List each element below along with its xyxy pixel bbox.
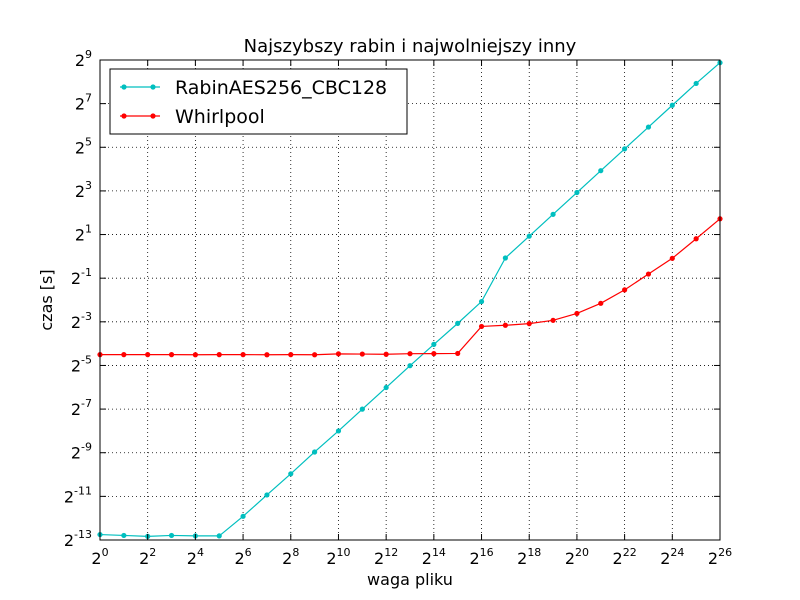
data-point [407, 363, 413, 369]
y-tick-label: 2-3 [71, 310, 92, 332]
x-tick-label: 210 [326, 546, 350, 568]
data-point [240, 352, 246, 358]
y-tick-label: 23 [75, 179, 92, 201]
y-tick-label: 25 [75, 135, 92, 157]
x-tick-label: 26 [234, 546, 251, 568]
x-tick-label: 24 [187, 546, 204, 568]
legend-box [109, 68, 408, 135]
x-tick-label: 212 [374, 546, 398, 568]
y-tick-label: 2-11 [64, 484, 92, 506]
data-point [431, 351, 437, 357]
data-point [168, 352, 175, 358]
y-tick-label: 21 [75, 223, 92, 245]
data-point [407, 351, 413, 357]
x-tick-label: 20 [91, 546, 108, 568]
data-point [383, 351, 389, 357]
data-point [121, 352, 127, 358]
data-point [478, 323, 485, 330]
chart-title: Najszybszy rabin i najwolniejszy inny [244, 36, 577, 57]
x-tick-label: 216 [469, 546, 493, 568]
data-point [645, 124, 652, 130]
data-point [455, 350, 461, 357]
data-point [288, 352, 294, 358]
legend-marker [150, 113, 156, 119]
data-point [168, 532, 175, 539]
x-tick-label: 220 [565, 546, 589, 568]
data-point [383, 384, 389, 391]
data-point [598, 168, 604, 174]
data-point [145, 352, 151, 358]
data-point [312, 352, 318, 358]
y-tick-label: 2-7 [71, 397, 92, 419]
data-point [264, 492, 270, 498]
data-point [264, 352, 270, 358]
plot-frame [99, 59, 721, 541]
x-tick-label: 214 [422, 546, 446, 568]
data-point [431, 341, 437, 347]
x-tick-label: 222 [613, 546, 637, 568]
x-tick-label: 28 [282, 546, 299, 568]
data-point [240, 513, 246, 519]
data-point [693, 236, 699, 242]
y-tick-label: 2-5 [71, 353, 92, 375]
data-point [669, 102, 675, 108]
data-point [550, 211, 556, 217]
data-point [216, 352, 222, 358]
data-point [693, 80, 699, 87]
legend-marker [121, 113, 127, 119]
data-point [312, 449, 318, 455]
y-tick-label: 2-13 [64, 528, 92, 550]
data-point [335, 351, 342, 357]
data-point [455, 320, 461, 326]
data-point [288, 471, 294, 477]
y-tick-label: 2-9 [71, 441, 92, 463]
data-point [574, 189, 580, 196]
legend-label: Whirlpool [175, 106, 265, 128]
x-tick-label: 224 [660, 546, 684, 568]
data-point [216, 533, 222, 539]
y-axis-label: czas [s] [37, 269, 56, 330]
data-point [359, 351, 365, 357]
grid [100, 60, 720, 540]
data-point [526, 233, 532, 239]
legend-label: RabinAES256_CBC128 [175, 77, 387, 99]
data-point [645, 271, 652, 277]
data-point [550, 317, 556, 323]
data-point [335, 428, 342, 434]
data-point [478, 298, 485, 305]
data-point [598, 300, 604, 306]
data-point [359, 406, 365, 412]
legend: RabinAES256_CBC128 Whirlpool [109, 68, 408, 135]
data-point [192, 352, 198, 358]
x-axis-label: waga pliku [367, 570, 453, 589]
y-tick-label: 27 [75, 92, 92, 114]
data-point [502, 255, 508, 261]
ticks: 20 22 24 26 28 210 212 214 216 218 220 222 224 226 2-1… [64, 48, 732, 568]
legend-marker [150, 84, 156, 90]
data-point [502, 322, 508, 328]
y-tick-label: 29 [75, 48, 92, 70]
x-tick-label: 218 [517, 546, 541, 568]
data-point [121, 532, 127, 539]
data-point [526, 321, 532, 327]
legend-marker [121, 84, 127, 90]
data-point [669, 255, 675, 261]
y-tick-label: 2-1 [71, 266, 92, 288]
data-point [622, 287, 628, 293]
data-point [622, 146, 628, 152]
x-tick-label: 22 [139, 546, 156, 568]
x-tick-label: 226 [708, 546, 732, 568]
data-point [574, 310, 580, 317]
